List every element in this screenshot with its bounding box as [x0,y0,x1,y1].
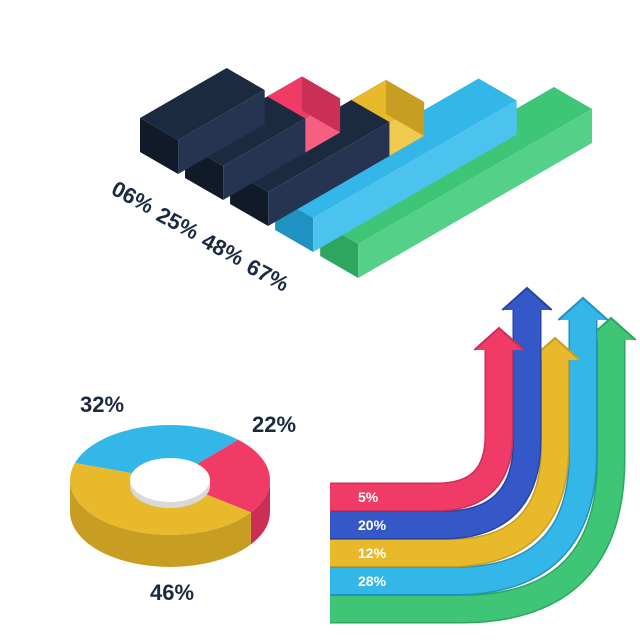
bar-label: 48% [198,228,249,271]
bar-label: 67% [243,254,294,297]
donut-label: 32% [80,392,124,417]
isometric-bar-chart: 06%25%48%67% [107,68,592,297]
donut-chart: 32% 22% 46% [70,392,296,605]
arrow-chart: 5% 20% 12% 28% [330,288,636,609]
donut-label: 46% [150,580,194,605]
arrow-label: 5% [358,489,379,505]
arrow-label: 28% [358,573,387,589]
donut-label: 22% [252,412,296,437]
arrow-label: 20% [358,517,387,533]
bar-label: 25% [153,202,204,245]
arrow-label: 12% [358,545,387,561]
infographic-canvas: 06%25%48%67% 32% 22% 46% 5% 20% 12% 28% [0,0,640,640]
bar-label: 06% [107,176,158,219]
